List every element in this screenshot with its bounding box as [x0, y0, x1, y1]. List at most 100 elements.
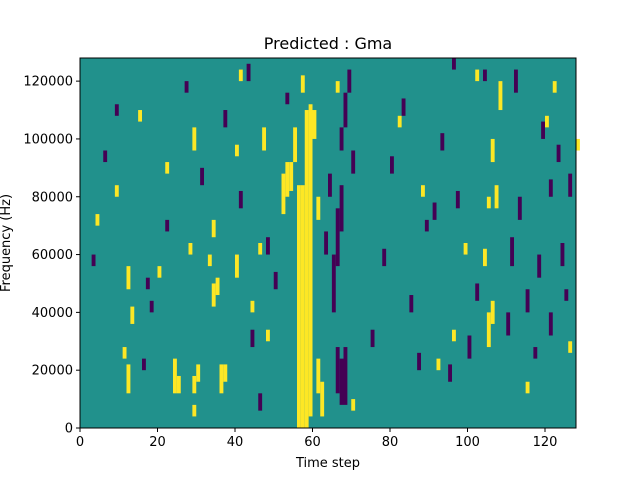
- heatmap-cell-low: [223, 110, 228, 128]
- x-tick-label: 100: [455, 435, 480, 450]
- heatmap-cell-high: [316, 196, 321, 220]
- heatmap-cell-high: [258, 243, 263, 255]
- x-tick-label: 40: [227, 435, 244, 450]
- heatmap-cell-high: [126, 364, 131, 394]
- heatmap-cell-high: [289, 162, 294, 191]
- heatmap-cell-low: [401, 98, 406, 116]
- heatmap-cell-low: [258, 393, 263, 411]
- heatmap-cell-high: [219, 364, 224, 394]
- heatmap-cell-low: [339, 185, 344, 232]
- y-tick-label: 120000: [23, 75, 73, 90]
- heatmap-cell-low: [514, 69, 518, 93]
- heatmap-cell-high: [188, 243, 193, 255]
- x-axis-label: Time step: [295, 456, 360, 471]
- heatmap-cell-high: [122, 347, 127, 359]
- heatmap-cell-low: [273, 271, 278, 290]
- x-axis: 0 20 40 60 80 100 120: [76, 428, 557, 450]
- y-axis: 0 20000 40000 60000 80000 100000 120000: [23, 75, 80, 437]
- plot-frame: [79, 57, 577, 429]
- heatmap-cell-low: [238, 190, 243, 209]
- heatmap-cell-low: [382, 248, 387, 267]
- x-tick-label: 60: [304, 435, 321, 450]
- heatmap-cell-low: [467, 335, 472, 359]
- y-tick-label: 20000: [32, 364, 73, 379]
- heatmap-cell-low: [370, 329, 375, 348]
- heatmap-cell-low: [200, 167, 205, 186]
- heatmap-cell-low: [324, 231, 329, 255]
- heatmap-cell-high: [126, 266, 131, 290]
- heatmap-cell-low: [266, 237, 270, 255]
- heatmap-cell-high: [568, 341, 573, 353]
- heatmap-cell-low: [556, 144, 561, 163]
- heatmap-cell-low: [440, 133, 445, 151]
- heatmap-cell-low: [103, 150, 108, 163]
- heatmap-cell-high: [486, 196, 491, 209]
- heatmap-cell-low: [285, 92, 290, 105]
- heatmap-cell-high: [262, 127, 267, 151]
- heatmap-cell-low: [246, 63, 251, 82]
- heatmap-cell-high: [196, 364, 201, 382]
- heatmap-cell-high: [552, 81, 557, 93]
- heatmap-cell-high: [486, 312, 491, 348]
- heatmap-cell-low: [568, 173, 573, 197]
- heatmap-cell-low: [390, 156, 394, 174]
- heatmap-cell-high: [285, 162, 290, 197]
- heatmap-cell-low: [564, 289, 569, 301]
- heatmap-cell-high: [494, 185, 499, 209]
- heatmap-cell-high: [490, 300, 495, 324]
- heatmap-cell-low: [432, 202, 437, 220]
- heatmap-cell-high: [452, 329, 456, 342]
- heatmap-cell-high: [463, 243, 468, 255]
- heatmap-cell-low: [142, 358, 146, 371]
- heatmap-cell-low: [537, 254, 542, 278]
- x-tick-label: 20: [149, 435, 166, 450]
- heatmap-cell-low: [91, 254, 96, 267]
- heatmap-cell-low: [548, 312, 553, 336]
- heatmap-cell-high: [215, 277, 220, 296]
- heatmap-cell-high: [351, 399, 356, 411]
- heatmap-cell-low: [475, 283, 480, 301]
- heatmap-cell-high: [211, 219, 216, 238]
- heatmap-cell-low: [339, 358, 344, 405]
- heatmap-cell-low: [343, 347, 348, 405]
- heatmap-cell-low: [343, 92, 348, 128]
- heatmap-cell-low: [424, 219, 429, 232]
- heatmap-cell-high: [297, 185, 301, 428]
- heatmap-cell-high: [300, 75, 305, 93]
- heatmap-cell-low: [328, 173, 332, 197]
- heatmap-cell-high: [312, 110, 317, 139]
- heatmap-cell-high: [192, 404, 197, 417]
- heatmap-cell-high: [304, 110, 309, 428]
- plot-area: [80, 58, 580, 428]
- heatmap-cell-high: [335, 81, 340, 93]
- heatmap-cell-low: [455, 190, 460, 209]
- heatmap-cell-high: [250, 300, 255, 313]
- heatmap-cell-high: [483, 248, 487, 267]
- heatmap-cell-low: [548, 179, 553, 197]
- heatmap-cell-high: [235, 254, 239, 278]
- heatmap-cell-low: [331, 254, 336, 313]
- heatmap-cell-high: [576, 138, 580, 151]
- heatmap-cell-high: [157, 266, 162, 278]
- heatmap-cell-high: [207, 254, 212, 267]
- heatmap-cell-low: [452, 58, 456, 70]
- heatmap-cell-low: [149, 300, 154, 313]
- heatmap-cell-high: [211, 283, 216, 307]
- heatmap-cell-high: [192, 375, 197, 394]
- heatmap-cell-high: [165, 162, 170, 174]
- heatmap-cell-high: [176, 375, 181, 394]
- heatmap-cell-high: [320, 381, 325, 417]
- heatmap-cell-high: [397, 115, 402, 128]
- y-tick-label: 60000: [32, 248, 73, 263]
- heatmap-cell-high: [114, 185, 119, 197]
- heatmap-cell-low: [335, 347, 340, 394]
- heatmap-cell-high: [490, 138, 495, 163]
- y-axis-label: Frequency (Hz): [0, 194, 14, 292]
- heatmap-cell-high: [308, 104, 313, 417]
- heatmap-cell-low: [506, 312, 511, 336]
- heatmap-cell-high: [300, 185, 305, 428]
- heatmap-cell-low: [483, 69, 487, 82]
- heatmap-cell-low: [510, 237, 515, 267]
- heatmap-cell-low: [560, 243, 565, 267]
- heatmap-cell-high: [525, 381, 530, 394]
